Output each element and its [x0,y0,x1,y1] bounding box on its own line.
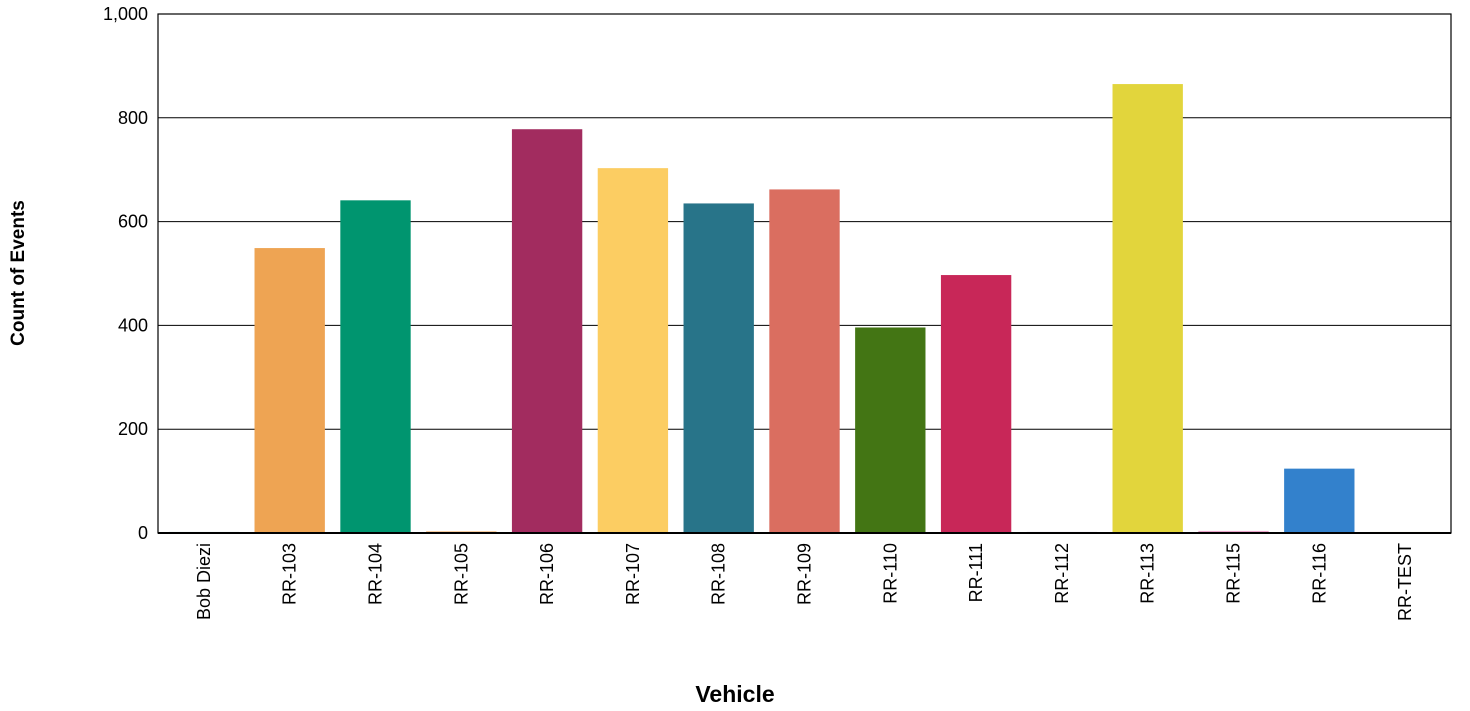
x-tick-label: RR-109 [795,543,815,605]
bar-rr-116 [1284,468,1355,533]
x-tick-label: RR-108 [709,543,729,605]
x-tick-labels: Bob Diezi RR-103 RR-104 RR-105 RR-106 RR-107 R… [194,543,1415,621]
x-tick-label: RR-104 [366,543,386,605]
x-tick-label: RR-112 [1052,543,1072,604]
x-tick-label: RR-110 [880,543,900,604]
x-tick-label: RR-107 [623,543,643,605]
bar-rr-106 [511,129,583,533]
bar-rr-107 [597,168,669,533]
y-axis-title: Count of Events [8,200,29,346]
bar-rr-111 [940,275,1012,533]
bar-rr-115 [1198,530,1269,533]
y-tick-label: 600 [118,212,148,232]
x-tick-label: Bob Diezi [194,543,214,620]
x-tick-label: RR-113 [1138,543,1158,604]
y-tick-labels: 0 200 400 600 800 1,000 [103,4,148,543]
x-tick-label: RR-TEST [1395,543,1415,621]
y-tick-label: 400 [118,315,148,335]
bars [168,84,1441,534]
y-tick-label: 0 [138,523,148,543]
bar-rr-108 [683,203,754,533]
bar-rr-110 [855,327,926,533]
bar-rr-109 [769,189,840,533]
x-tick-label: RR-105 [451,543,471,605]
x-tick-label: RR-111 [966,543,986,602]
x-tick-label: RR-103 [280,543,300,605]
x-axis-title: Vehicle [695,681,774,707]
bar-rr-113 [1112,84,1183,533]
bar-rr-104 [340,200,411,534]
y-tick-label: 800 [118,108,148,128]
x-tick-label: RR-106 [537,543,557,605]
x-tick-label: RR-116 [1309,543,1329,604]
y-tick-label: 200 [118,419,148,439]
y-tick-label: 1,000 [103,4,148,24]
bar-rr-103 [254,248,325,533]
x-tick-label: RR-115 [1224,543,1244,604]
